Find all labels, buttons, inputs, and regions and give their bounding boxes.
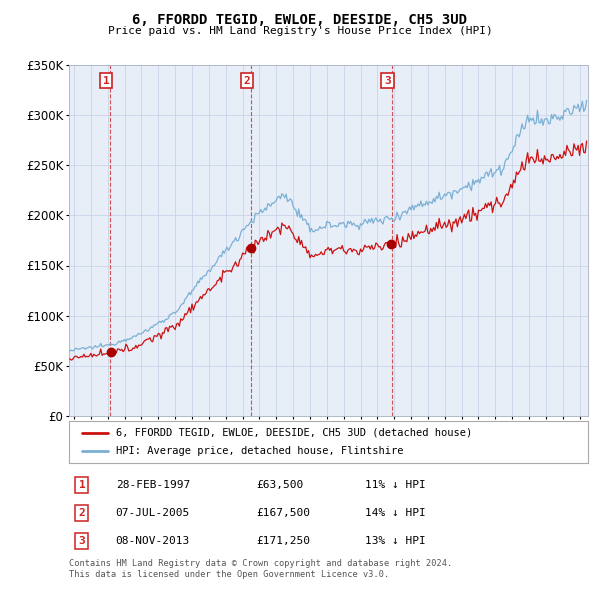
Text: 6, FFORDD TEGID, EWLOE, DEESIDE, CH5 3UD (detached house): 6, FFORDD TEGID, EWLOE, DEESIDE, CH5 3UD… xyxy=(116,428,472,438)
Text: HPI: Average price, detached house, Flintshire: HPI: Average price, detached house, Flin… xyxy=(116,446,403,456)
Text: 14% ↓ HPI: 14% ↓ HPI xyxy=(365,507,425,517)
Text: 2: 2 xyxy=(244,76,250,86)
Text: £167,500: £167,500 xyxy=(256,507,310,517)
Text: 1: 1 xyxy=(79,480,85,490)
Text: 07-JUL-2005: 07-JUL-2005 xyxy=(116,507,190,517)
Text: 2: 2 xyxy=(79,507,85,517)
Text: £63,500: £63,500 xyxy=(256,480,303,490)
Text: Contains HM Land Registry data © Crown copyright and database right 2024.: Contains HM Land Registry data © Crown c… xyxy=(69,559,452,568)
Text: 6, FFORDD TEGID, EWLOE, DEESIDE, CH5 3UD: 6, FFORDD TEGID, EWLOE, DEESIDE, CH5 3UD xyxy=(133,13,467,27)
Text: £171,250: £171,250 xyxy=(256,536,310,546)
Text: 3: 3 xyxy=(79,536,85,546)
Text: This data is licensed under the Open Government Licence v3.0.: This data is licensed under the Open Gov… xyxy=(69,570,389,579)
Text: 11% ↓ HPI: 11% ↓ HPI xyxy=(365,480,425,490)
Text: 08-NOV-2013: 08-NOV-2013 xyxy=(116,536,190,546)
Text: 28-FEB-1997: 28-FEB-1997 xyxy=(116,480,190,490)
Text: 1: 1 xyxy=(103,76,109,86)
Text: 13% ↓ HPI: 13% ↓ HPI xyxy=(365,536,425,546)
Text: Price paid vs. HM Land Registry's House Price Index (HPI): Price paid vs. HM Land Registry's House … xyxy=(107,26,493,36)
Text: 3: 3 xyxy=(384,76,391,86)
